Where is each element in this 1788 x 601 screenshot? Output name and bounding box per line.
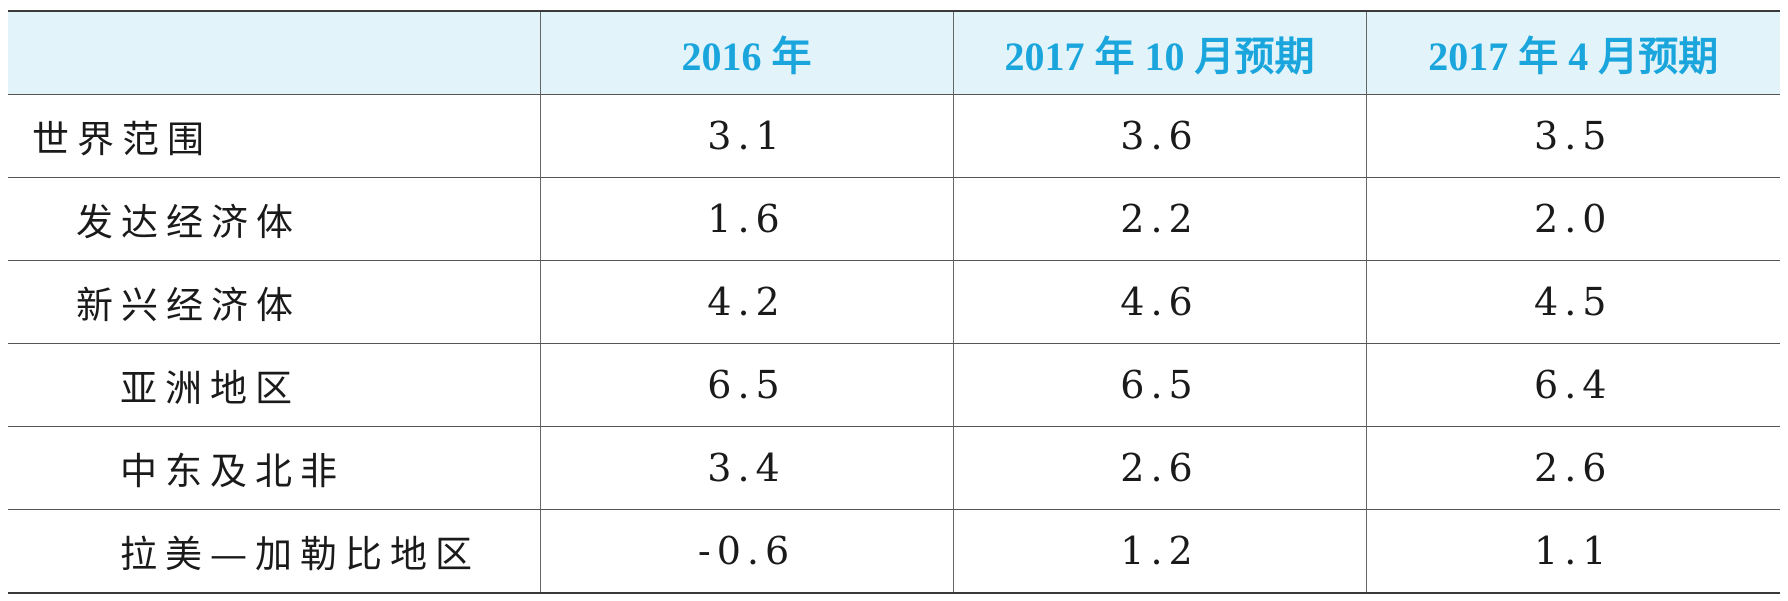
cell-value: 1.6 bbox=[539, 177, 953, 261]
cell-value: -0.6 bbox=[539, 509, 953, 594]
cell-value: 2.0 bbox=[1365, 177, 1780, 261]
table-row: 新兴经济体 4.2 4.6 4.5 bbox=[8, 260, 1780, 344]
table-body: 世界范围 3.1 3.6 3.5 发达经济体 1.6 2.2 2.0 新兴经济体… bbox=[8, 94, 1780, 594]
cell-value: 2.6 bbox=[952, 426, 1366, 510]
row-label: 发达经济体 bbox=[8, 177, 540, 261]
forecast-table: 2016 年 2017 年 10 月预期 2017 年 4 月预期 世界范围 3… bbox=[8, 10, 1780, 594]
cell-value: 4.6 bbox=[952, 260, 1366, 344]
cell-value: 4.2 bbox=[539, 260, 953, 344]
cell-value: 6.5 bbox=[952, 343, 1366, 427]
table-row: 拉美—加勒比地区 -0.6 1.2 1.1 bbox=[8, 509, 1780, 594]
row-label: 亚洲地区 bbox=[8, 343, 540, 427]
row-label: 拉美—加勒比地区 bbox=[8, 509, 540, 594]
cell-value: 3.4 bbox=[539, 426, 953, 510]
table-row: 亚洲地区 6.5 6.5 6.4 bbox=[8, 343, 1780, 427]
table-row: 世界范围 3.1 3.6 3.5 bbox=[8, 94, 1780, 178]
cell-value: 6.4 bbox=[1365, 343, 1780, 427]
table-row: 发达经济体 1.6 2.2 2.0 bbox=[8, 177, 1780, 261]
cell-value: 2.6 bbox=[1365, 426, 1780, 510]
cell-value: 3.5 bbox=[1365, 94, 1780, 178]
row-label: 新兴经济体 bbox=[8, 260, 540, 344]
header-cell-2017-apr-forecast: 2017 年 4 月预期 bbox=[1365, 10, 1780, 95]
row-label: 世界范围 bbox=[8, 94, 540, 178]
cell-value: 3.6 bbox=[952, 94, 1366, 178]
header-row: 2016 年 2017 年 10 月预期 2017 年 4 月预期 bbox=[8, 10, 1780, 95]
cell-value: 1.1 bbox=[1365, 509, 1780, 594]
cell-value: 1.2 bbox=[952, 509, 1366, 594]
cell-value: 6.5 bbox=[539, 343, 953, 427]
header-cell-blank bbox=[8, 10, 540, 95]
table-header: 2016 年 2017 年 10 月预期 2017 年 4 月预期 bbox=[8, 10, 1780, 95]
header-cell-2016: 2016 年 bbox=[539, 10, 953, 95]
table-container: 2016 年 2017 年 10 月预期 2017 年 4 月预期 世界范围 3… bbox=[8, 10, 1780, 594]
cell-value: 2.2 bbox=[952, 177, 1366, 261]
header-cell-2017-oct-forecast: 2017 年 10 月预期 bbox=[952, 10, 1366, 95]
cell-value: 3.1 bbox=[539, 94, 953, 178]
cell-value: 4.5 bbox=[1365, 260, 1780, 344]
row-label: 中东及北非 bbox=[8, 426, 540, 510]
table-row: 中东及北非 3.4 2.6 2.6 bbox=[8, 426, 1780, 510]
